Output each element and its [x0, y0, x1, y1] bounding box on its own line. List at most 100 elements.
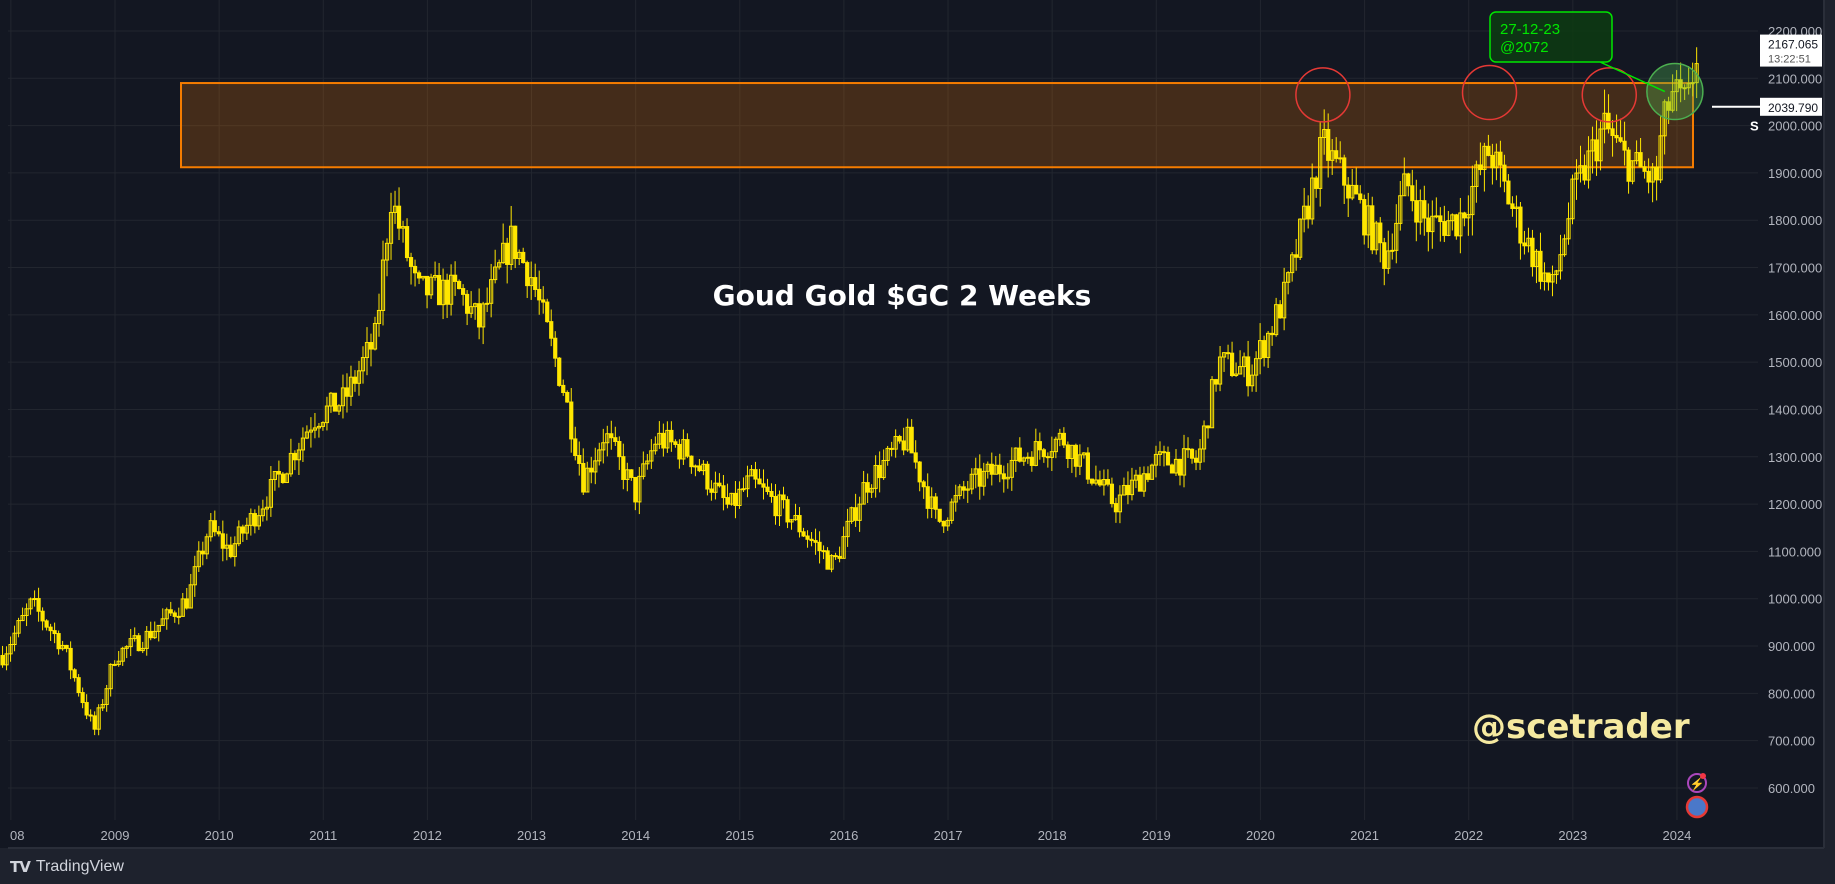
candle-body [477, 303, 482, 328]
candle-body [697, 465, 702, 472]
candle-body [589, 467, 594, 473]
candle-body [40, 610, 45, 622]
candle-body [553, 337, 558, 359]
y-tick-label: 1000.000 [1768, 592, 1822, 607]
candle-body [889, 447, 894, 450]
candle-body [1618, 137, 1623, 142]
candle-body [821, 550, 826, 553]
candle-body [1414, 200, 1419, 223]
candle-body [825, 550, 830, 570]
y-tick-label: 800.000 [1768, 686, 1815, 701]
candle-body [1442, 221, 1447, 236]
candle-body [621, 456, 626, 480]
candle-body [56, 633, 61, 650]
candle-body [72, 669, 77, 679]
candle-body [461, 288, 466, 295]
candle-body [1622, 140, 1627, 151]
candle-body [1378, 222, 1383, 244]
x-tick-label: 2020 [1246, 828, 1275, 843]
candle-body [1654, 166, 1659, 181]
candle-body [773, 495, 778, 517]
candle-body [549, 321, 554, 339]
candle-body [541, 299, 546, 303]
candle-body [1101, 479, 1107, 486]
candle-body [112, 663, 117, 666]
candle-body [196, 550, 201, 568]
candle-body [1330, 150, 1335, 161]
candle-body [1141, 473, 1147, 492]
candle-body [1506, 180, 1511, 205]
candle-body [1342, 157, 1347, 186]
x-tick-label: 2022 [1454, 828, 1483, 843]
candle-body [873, 465, 878, 489]
candle-body [1538, 250, 1543, 282]
notification-dot [1700, 773, 1706, 779]
tradingview-logo[interactable]: TV TradingView [10, 858, 124, 876]
candle-body [380, 259, 386, 311]
candle-body [505, 242, 510, 265]
candle-body [917, 461, 922, 483]
candle-body [661, 432, 666, 449]
candle-body [420, 275, 426, 279]
candle-body [1314, 177, 1319, 189]
candle-body [1406, 173, 1411, 187]
candle-body [288, 452, 293, 475]
candle-body [1462, 212, 1467, 219]
candle-body [469, 306, 474, 314]
candle-body [1518, 206, 1523, 244]
candle-body [140, 647, 145, 652]
candle-body [793, 515, 798, 521]
candle-body [1037, 441, 1042, 451]
candle-body [1370, 205, 1375, 251]
candle-body [148, 630, 153, 639]
candle-body [929, 496, 934, 509]
candle-body [893, 435, 898, 450]
candle-body [573, 438, 578, 456]
candle-body [861, 482, 866, 505]
candle-body [669, 429, 674, 443]
candle-body [1209, 379, 1215, 429]
candle-body [613, 437, 618, 443]
x-tick-label: 2017 [934, 828, 963, 843]
candle-body [104, 688, 109, 705]
candle-body [1434, 215, 1439, 218]
candle-body [316, 425, 322, 429]
candle-body [364, 342, 370, 359]
candle-body [1310, 177, 1315, 220]
candle-body [320, 422, 326, 427]
candle-body [332, 392, 338, 412]
candle-body [1394, 222, 1399, 251]
candle-body [1522, 242, 1527, 247]
candle-body [1610, 128, 1615, 136]
candle-body [953, 495, 958, 503]
candle-body [312, 427, 318, 431]
candle-body [264, 506, 269, 510]
candle-body [1045, 456, 1050, 459]
candle-body [473, 303, 478, 308]
candle-body [400, 226, 406, 229]
candle-body [1674, 79, 1679, 93]
candle-body [749, 469, 754, 477]
candle-body [693, 465, 698, 468]
candle-body [909, 426, 914, 454]
y-tick-label: 1600.000 [1768, 308, 1822, 323]
candle-body [340, 387, 346, 407]
candle-body [76, 677, 81, 694]
candle-body [837, 555, 842, 559]
candle-body [1065, 444, 1070, 460]
candle-body [276, 470, 281, 475]
candle-body [1173, 458, 1179, 474]
candle-body [993, 464, 998, 475]
candle-body [925, 486, 930, 509]
candle-body [1574, 172, 1579, 180]
candle-body [869, 487, 874, 493]
candle-body [1482, 145, 1487, 171]
candle-body [1634, 152, 1639, 162]
candle-body [1550, 274, 1555, 283]
candle-body [1498, 151, 1503, 166]
candle-body [537, 288, 542, 301]
candle-body [1021, 457, 1026, 462]
candle-body [1181, 448, 1187, 476]
candle-body [448, 274, 454, 305]
